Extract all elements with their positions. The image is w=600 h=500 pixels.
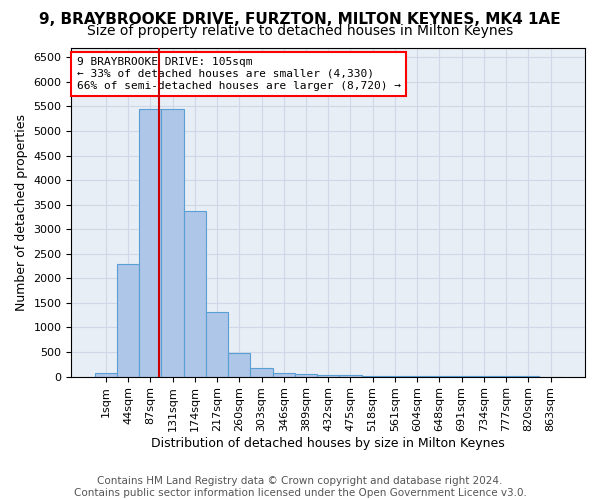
Text: 9 BRAYBROOKE DRIVE: 105sqm
← 33% of detached houses are smaller (4,330)
66% of s: 9 BRAYBROOKE DRIVE: 105sqm ← 33% of deta…: [77, 58, 401, 90]
Y-axis label: Number of detached properties: Number of detached properties: [15, 114, 28, 310]
Text: 9, BRAYBROOKE DRIVE, FURZTON, MILTON KEYNES, MK4 1AE: 9, BRAYBROOKE DRIVE, FURZTON, MILTON KEY…: [39, 12, 561, 28]
Bar: [340, 375, 362, 376]
Bar: [295, 374, 317, 376]
Bar: [117, 264, 139, 376]
Bar: [206, 312, 228, 376]
Bar: [184, 210, 206, 376]
Bar: [250, 368, 272, 376]
X-axis label: Distribution of detached houses by size in Milton Keynes: Distribution of detached houses by size …: [151, 437, 505, 450]
Text: Contains HM Land Registry data © Crown copyright and database right 2024.
Contai: Contains HM Land Registry data © Crown c…: [74, 476, 526, 498]
Bar: [228, 353, 250, 376]
Text: Size of property relative to detached houses in Milton Keynes: Size of property relative to detached ho…: [87, 24, 513, 38]
Bar: [95, 373, 117, 376]
Bar: [139, 109, 161, 376]
Bar: [272, 373, 295, 376]
Bar: [161, 109, 184, 376]
Bar: [317, 374, 340, 376]
